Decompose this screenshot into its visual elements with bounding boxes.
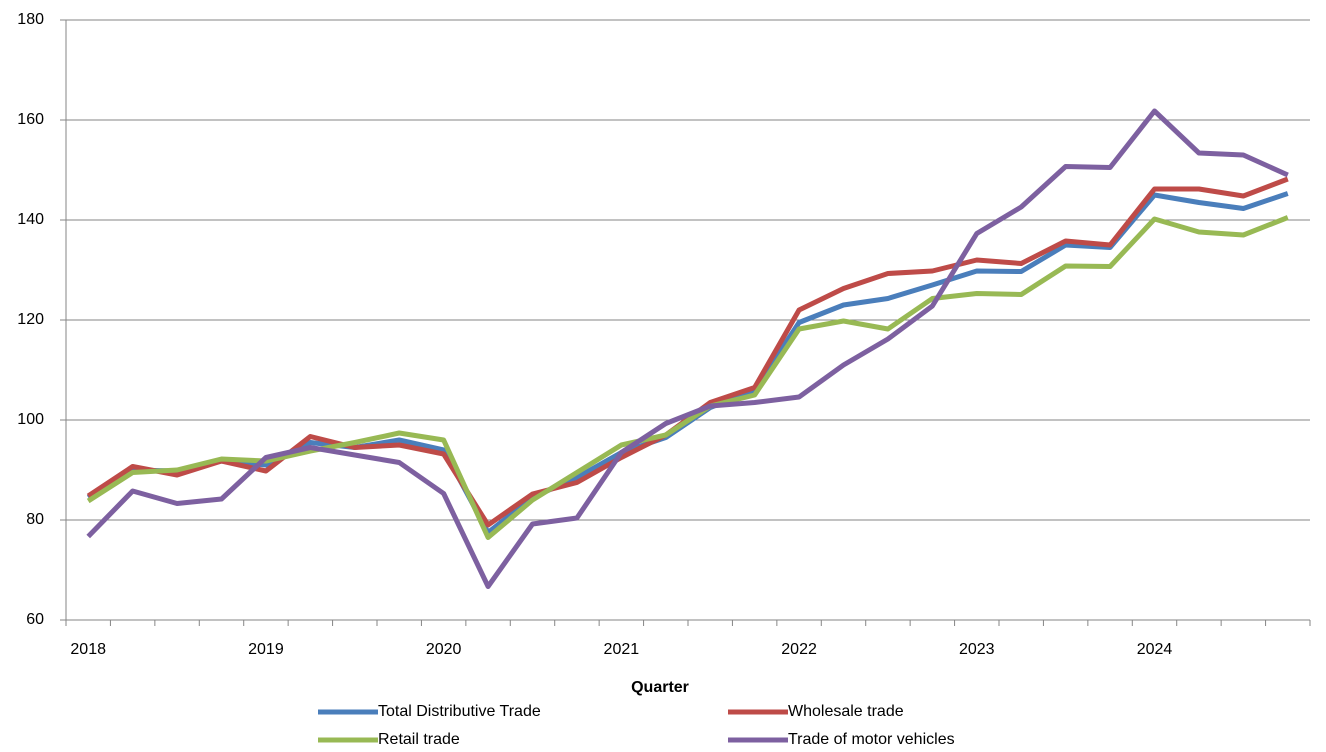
y-tick-label: 120 — [17, 311, 44, 328]
x-axis-title: Quarter — [631, 679, 689, 696]
y-tick-label: 80 — [26, 511, 44, 528]
x-tick-label: 2022 — [781, 641, 817, 658]
x-tick-label: 2018 — [70, 641, 106, 658]
x-tick-label: 2020 — [426, 641, 462, 658]
y-tick-label: 100 — [17, 411, 44, 428]
x-tick-label: 2024 — [1137, 641, 1173, 658]
legend-label: Trade of motor vehicles — [788, 731, 955, 748]
legend-label: Retail trade — [378, 731, 460, 748]
legend-label: Wholesale trade — [788, 703, 904, 720]
x-tick-label: 2021 — [604, 641, 640, 658]
series-line — [86, 176, 1289, 528]
x-tick-label: 2019 — [248, 641, 284, 658]
y-tick-label: 160 — [17, 111, 44, 128]
y-tick-label: 60 — [26, 611, 44, 628]
y-tick-label: 180 — [17, 11, 44, 28]
y-tick-label: 140 — [17, 211, 44, 228]
legend-label: Total Distributive Trade — [378, 703, 541, 720]
series-line — [86, 108, 1289, 589]
series-line — [86, 215, 1289, 540]
x-tick-label: 2023 — [959, 641, 995, 658]
